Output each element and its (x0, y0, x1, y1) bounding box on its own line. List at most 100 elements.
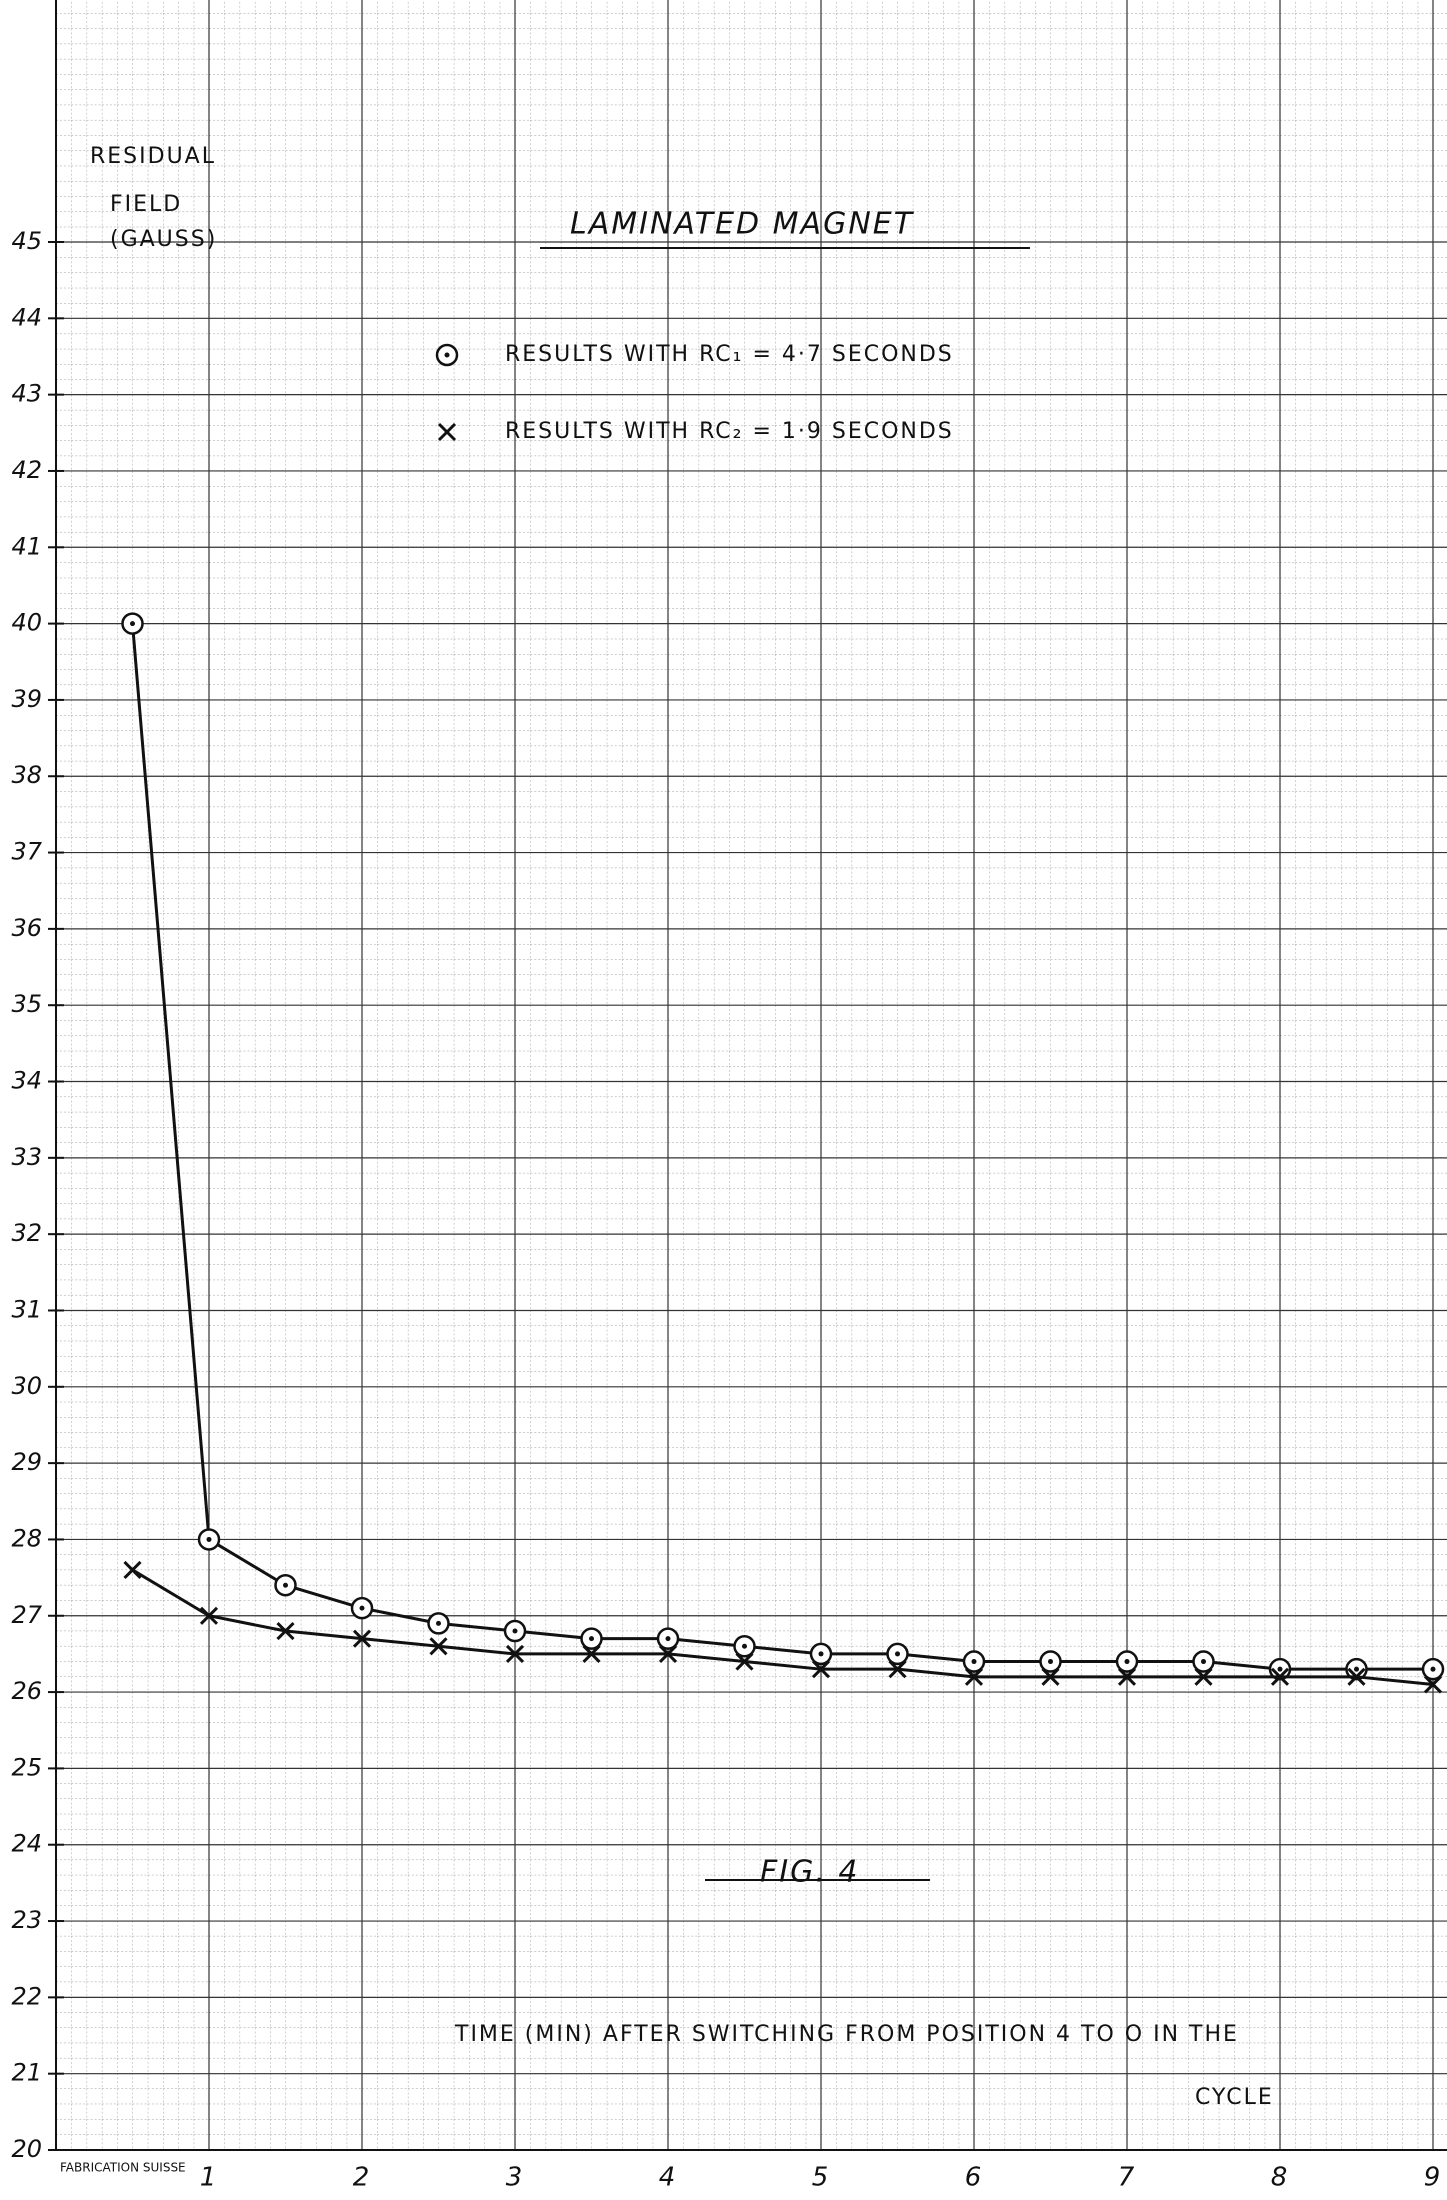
marker-dot (512, 1628, 518, 1634)
marker (427, 1612, 450, 1635)
x-label: CYCLE (1195, 2085, 1274, 2110)
marker (1194, 1667, 1213, 1686)
graph-paper (56, 0, 1447, 2150)
marker (1270, 1667, 1290, 1686)
marker (964, 1667, 984, 1686)
series-line (131, 623, 1433, 1671)
y-tick-label: 30 (11, 1372, 42, 1400)
x-tick-label: 9 (1424, 2163, 1443, 2193)
marker-dot (895, 1651, 900, 1657)
x-tick-label: 5 (812, 2163, 831, 2193)
marker (658, 1644, 678, 1663)
marker (1039, 1650, 1062, 1673)
marker (1041, 1667, 1060, 1686)
y-tick-label: 21 (11, 2059, 42, 2087)
marker-dot (436, 1620, 441, 1626)
marker (735, 1652, 754, 1671)
marker (121, 612, 144, 635)
marker-dot (742, 1643, 747, 1649)
marker (197, 1528, 221, 1551)
y-tick-label: 37 (11, 838, 42, 866)
marker (1347, 1667, 1366, 1686)
marker (352, 1629, 372, 1648)
marker-dot (1277, 1666, 1283, 1672)
x-tick-label: 7 (1118, 2163, 1137, 2193)
x-tick-label: 6 (965, 2163, 984, 2193)
marker (582, 1644, 601, 1663)
marker (580, 1627, 603, 1650)
chart-title: LAMINATED MAGNET (570, 207, 915, 242)
marker (505, 1644, 525, 1663)
marker (886, 1642, 909, 1666)
y-tick-label: 40 (11, 609, 42, 637)
legend-label: RESULTS WITH RC₁ = 4·7 SECONDS (505, 342, 954, 367)
y-label: (GAUSS) (110, 227, 217, 252)
grid: 2021222324252627282930313233343536373839… (11, 0, 1447, 2193)
marker-dot (971, 1659, 977, 1665)
y-tick-label: 35 (11, 990, 42, 1018)
footer: FABRICATION SUISSE (60, 2161, 186, 2175)
y-tick-label: 33 (11, 1143, 42, 1171)
marker (1117, 1667, 1137, 1686)
marker (1423, 1675, 1443, 1694)
marker (962, 1650, 986, 1673)
y-label: FIELD (110, 192, 182, 217)
marker (1192, 1650, 1215, 1673)
y-tick-label: 23 (11, 1906, 42, 1934)
marker-dot (1048, 1659, 1053, 1665)
y-tick-label: 41 (11, 532, 42, 560)
y-tick-label: 24 (11, 1830, 42, 1858)
marker-dot (1430, 1666, 1436, 1672)
marker-dot (283, 1582, 288, 1588)
marker-dot (1124, 1659, 1130, 1665)
marker (656, 1627, 680, 1650)
marker (811, 1660, 831, 1679)
marker (435, 343, 459, 367)
x-tick-label: 3 (506, 2163, 525, 2193)
marker-dot (665, 1636, 671, 1642)
marker (276, 1621, 295, 1641)
x-label: TIME (MIN) AFTER SWITCHING FROM POSITION… (454, 2022, 1239, 2047)
y-tick-label: 27 (11, 1601, 42, 1629)
marker (888, 1660, 907, 1679)
figure-label: FIG. 4 (760, 1855, 860, 1890)
x-tick-label: 1 (200, 2163, 219, 2193)
y-tick-label: 34 (11, 1067, 42, 1095)
marker (1268, 1657, 1292, 1681)
marker-dot (589, 1636, 594, 1642)
marker (350, 1596, 374, 1620)
y-tick-label: 43 (11, 380, 42, 408)
y-tick-label: 39 (11, 685, 42, 713)
plot (121, 612, 1445, 1694)
marker-dot (359, 1605, 365, 1611)
marker (503, 1619, 527, 1643)
x-tick-label: 2 (353, 2163, 372, 2193)
x-tick-label: 8 (1271, 2163, 1290, 2193)
marker-dot (1354, 1666, 1359, 1672)
x-tick-label: 4 (659, 2163, 678, 2193)
marker (1115, 1650, 1139, 1673)
y-tick-label: 25 (11, 1753, 42, 1781)
marker-dot (130, 621, 135, 627)
marker (199, 1606, 219, 1625)
y-tick-label: 45 (11, 227, 42, 255)
marker (429, 1637, 448, 1656)
legend-label: RESULTS WITH RC₂ = 1·9 SECONDS (505, 419, 954, 444)
marker (123, 1560, 142, 1580)
marker (733, 1635, 756, 1658)
marker (274, 1573, 297, 1597)
marker-dot (444, 352, 450, 358)
y-tick-label: 31 (11, 1295, 42, 1323)
y-tick-label: 26 (11, 1677, 42, 1705)
series-line (131, 1568, 1434, 1686)
y-tick-label: 44 (11, 303, 42, 331)
y-tick-label: 28 (11, 1524, 42, 1552)
legend: RESULTS WITH RC₁ = 4·7 SECONDS RESULTS WI… (435, 342, 954, 444)
marker (1421, 1657, 1445, 1681)
marker (437, 422, 457, 442)
y-tick-label: 22 (11, 1982, 42, 2010)
marker-dot (1201, 1659, 1206, 1665)
marker-dot (818, 1651, 824, 1657)
